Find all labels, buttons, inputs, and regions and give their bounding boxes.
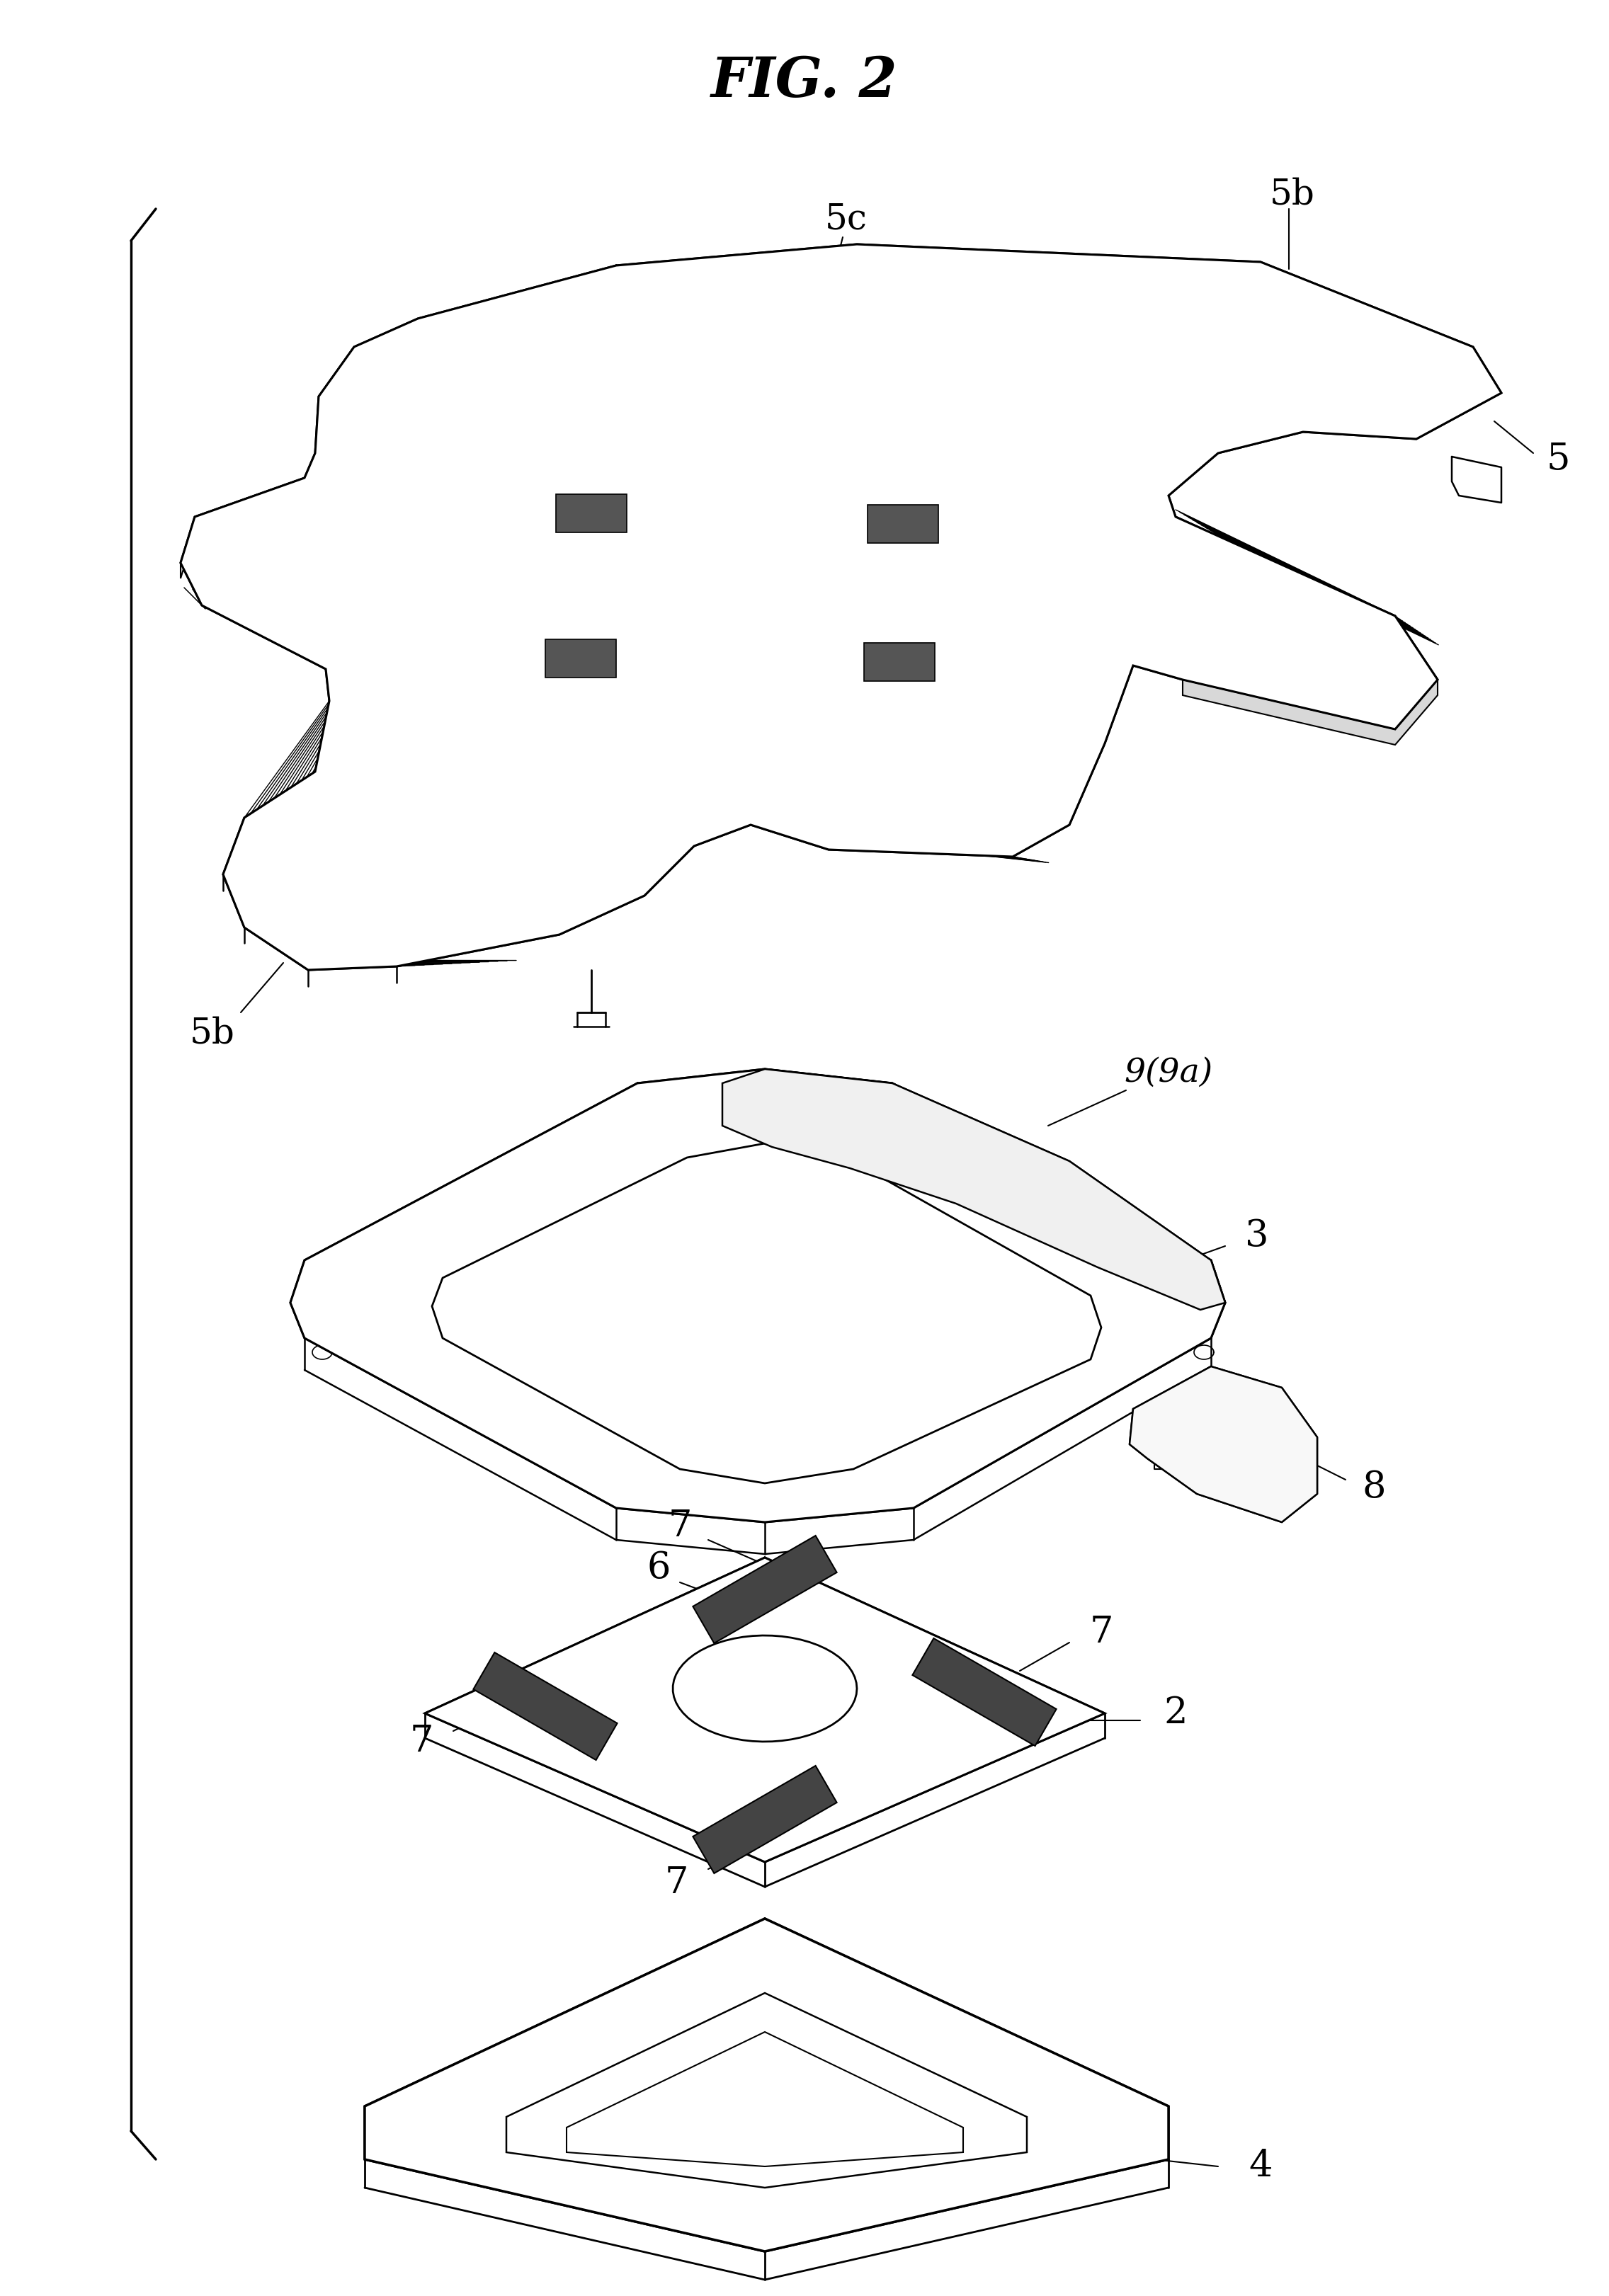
Polygon shape	[180, 243, 1501, 969]
Text: 5b: 5b	[1270, 177, 1315, 211]
Polygon shape	[912, 1639, 1057, 1745]
Text: 6: 6	[647, 1550, 671, 1587]
Text: 7: 7	[410, 1724, 433, 1759]
Text: 5c: 5c	[825, 202, 867, 236]
Text: 5b: 5b	[190, 1017, 235, 1052]
Polygon shape	[431, 1143, 1101, 1483]
Polygon shape	[693, 1536, 837, 1644]
Polygon shape	[693, 1766, 837, 1874]
Polygon shape	[180, 452, 315, 579]
Polygon shape	[290, 1070, 1224, 1522]
Polygon shape	[473, 1653, 618, 1761]
Text: 8: 8	[1363, 1469, 1385, 1504]
Polygon shape	[722, 1070, 1224, 1309]
Text: FIG. 2: FIG. 2	[711, 55, 898, 108]
Polygon shape	[545, 638, 616, 677]
Text: 7: 7	[665, 1864, 689, 1901]
Polygon shape	[507, 1993, 1027, 2188]
Text: 5: 5	[1546, 441, 1570, 478]
Polygon shape	[864, 643, 935, 682]
Polygon shape	[425, 1557, 1105, 1862]
Polygon shape	[365, 1919, 1168, 2252]
Polygon shape	[1183, 680, 1437, 744]
Polygon shape	[1130, 1366, 1318, 1522]
Text: 7: 7	[668, 1508, 692, 1543]
Text: 2: 2	[1163, 1694, 1187, 1731]
Polygon shape	[557, 494, 628, 533]
Text: 9(9a): 9(9a)	[1125, 1056, 1213, 1088]
Polygon shape	[566, 2032, 964, 2167]
Text: 7: 7	[1089, 1614, 1113, 1651]
Text: 4: 4	[1249, 2149, 1273, 2183]
Polygon shape	[867, 505, 938, 544]
Text: 3: 3	[1245, 1217, 1270, 1254]
Polygon shape	[673, 1635, 858, 1743]
